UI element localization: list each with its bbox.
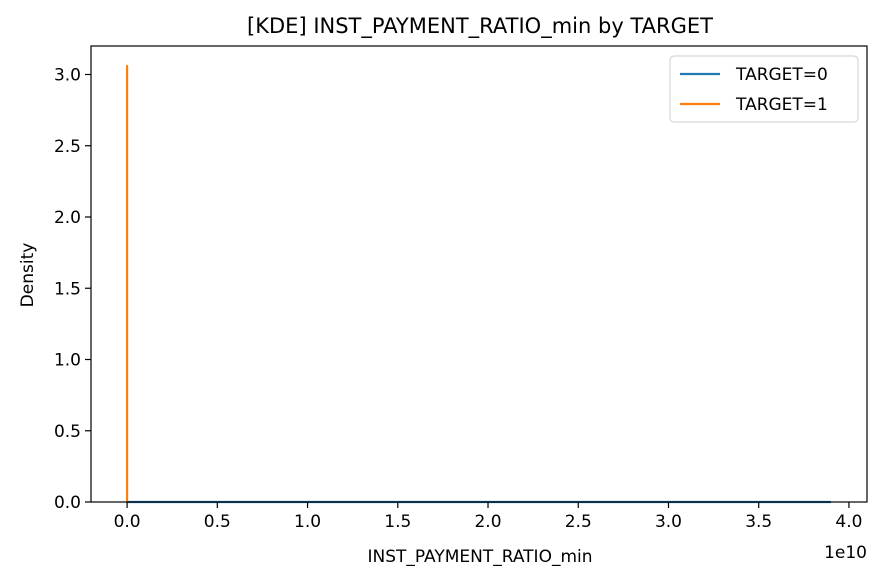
x-axis-ticks: 0.0 0.5 1.0 1.5 2.0 2.5 3.0 3.5 4.0 bbox=[114, 502, 862, 532]
y-tick-label: 1.5 bbox=[54, 279, 81, 299]
x-tick-label: 0.0 bbox=[114, 512, 141, 532]
chart-title: [KDE] INST_PAYMENT_RATIO_min by TARGET bbox=[247, 14, 713, 39]
x-axis-label: INST_PAYMENT_RATIO_min bbox=[367, 547, 592, 567]
x-tick-label: 2.0 bbox=[474, 512, 501, 532]
y-axis-ticks: 0.0 0.5 1.0 1.5 2.0 2.5 3.0 bbox=[54, 66, 91, 513]
y-tick-label: 2.0 bbox=[54, 208, 81, 228]
y-tick-label: 2.5 bbox=[54, 137, 81, 157]
x-tick-label: 0.5 bbox=[204, 512, 231, 532]
legend-label: TARGET=1 bbox=[735, 95, 828, 115]
y-tick-label: 1.0 bbox=[54, 351, 81, 371]
y-tick-label: 0.5 bbox=[54, 422, 81, 442]
plot-frame bbox=[90, 45, 868, 503]
legend-frame bbox=[669, 55, 859, 123]
x-tick-label: 3.5 bbox=[745, 512, 772, 532]
x-tick-label: 2.5 bbox=[565, 512, 592, 532]
y-tick-label: 3.0 bbox=[54, 66, 81, 86]
x-tick-label: 1.0 bbox=[294, 512, 321, 532]
y-tick-label: 0.0 bbox=[54, 493, 81, 513]
legend-label: TARGET=0 bbox=[735, 65, 828, 85]
legend: TARGET=0 TARGET=1 bbox=[669, 55, 859, 123]
x-tick-label: 4.0 bbox=[835, 512, 862, 532]
x-tick-label: 3.0 bbox=[655, 512, 682, 532]
y-axis-label: Density bbox=[18, 243, 38, 308]
x-axis-offset-label: 1e10 bbox=[824, 543, 867, 563]
x-tick-label: 1.5 bbox=[384, 512, 411, 532]
